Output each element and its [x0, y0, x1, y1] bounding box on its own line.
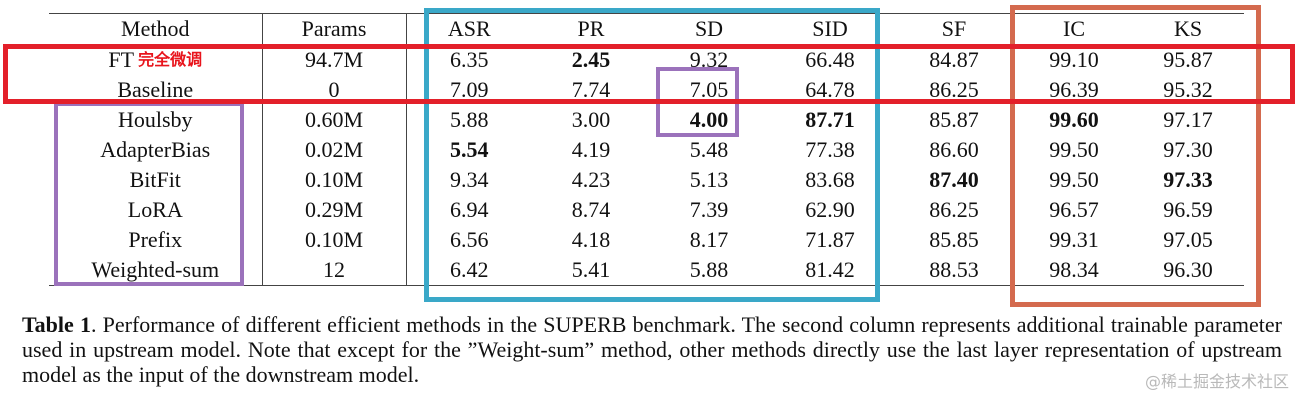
table-row: FT 完全微调 94.7M 6.35 2.45 9.32 66.48 84.87 … — [49, 44, 1244, 75]
col-header-params: Params — [262, 13, 407, 45]
col-header-asr: ASR — [406, 13, 532, 45]
sf-cell: 87.40 — [929, 167, 979, 192]
params-cell: 0 — [262, 75, 407, 105]
table-row: Prefix 0.10M 6.56 4.18 8.17 71.87 85.85 … — [49, 225, 1244, 255]
ic-cell: 98.34 — [1016, 255, 1132, 286]
ks-cell: 95.87 — [1163, 47, 1213, 72]
sd-cell: 5.48 — [689, 137, 729, 162]
sd-cell: 7.05 — [689, 77, 729, 102]
sid-cell: 83.68 — [805, 167, 855, 192]
watermark: @稀土掘金技术社区 — [1144, 372, 1289, 391]
method-cell: AdapterBias — [49, 135, 263, 165]
ic-cell: 99.60 — [1049, 107, 1099, 132]
method-name: FT — [108, 47, 135, 72]
pr-cell: 2.45 — [571, 47, 611, 72]
asr-cell: 6.35 — [450, 47, 489, 72]
ks-cell: 97.33 — [1163, 167, 1213, 192]
method-cell: Houlsby — [49, 105, 263, 135]
sf-cell: 88.53 — [892, 255, 1016, 286]
header-row: Method Params ASR PR SD SID SF IC KS — [49, 13, 1244, 45]
sd-cell: 5.13 — [689, 167, 729, 192]
ic-cell: 99.31 — [1049, 227, 1099, 252]
asr-cell: 5.88 — [450, 107, 489, 132]
sid-cell: 62.90 — [805, 197, 855, 222]
table-row: LoRA 0.29M 6.94 8.74 7.39 62.90 86.25 96… — [49, 195, 1244, 225]
method-cell: Weighted-sum — [49, 255, 263, 286]
handwritten-note: 完全微调 — [138, 50, 203, 69]
table-row: Weighted-sum 12 6.42 5.41 5.88 81.42 88.… — [49, 255, 1244, 286]
sf-cell: 86.60 — [929, 137, 979, 162]
col-header-method: Method — [49, 13, 263, 45]
asr-cell: 5.54 — [450, 137, 489, 162]
table-row: AdapterBias 0.02M 5.54 4.19 5.48 77.38 8… — [49, 135, 1244, 165]
asr-cell: 6.42 — [406, 255, 532, 286]
ic-cell: 99.10 — [1049, 47, 1099, 72]
table-caption: Table 1. Performance of different effici… — [22, 312, 1282, 387]
performance-table: Method Params ASR PR SD SID SF IC KS FT 完… — [49, 13, 1244, 286]
sid-cell: 64.78 — [805, 77, 855, 102]
sf-cell: 85.85 — [929, 227, 979, 252]
col-header-pr: PR — [532, 13, 650, 45]
params-cell: 12 — [262, 255, 407, 286]
params-cell: 0.02M — [262, 135, 407, 165]
pr-cell: 3.00 — [571, 107, 611, 132]
sd-cell: 4.00 — [689, 107, 729, 132]
sid-cell: 66.48 — [805, 47, 855, 72]
method-cell: BitFit — [49, 165, 263, 195]
sd-cell: 9.32 — [689, 47, 729, 72]
method-cell: Baseline — [49, 75, 263, 105]
sf-cell: 84.87 — [929, 47, 979, 72]
sd-cell: 8.17 — [689, 227, 729, 252]
ic-cell: 96.57 — [1049, 197, 1099, 222]
sid-cell: 71.87 — [805, 227, 855, 252]
pr-cell: 8.74 — [571, 197, 611, 222]
sf-cell: 86.25 — [929, 77, 979, 102]
sf-cell: 86.25 — [929, 197, 979, 222]
table-row: Houlsby 0.60M 5.88 3.00 4.00 87.71 85.87… — [49, 105, 1244, 135]
col-header-ic: IC — [1016, 13, 1132, 45]
asr-cell: 6.56 — [450, 227, 489, 252]
ks-cell: 95.32 — [1163, 77, 1213, 102]
params-cell: 0.10M — [262, 225, 407, 255]
caption-text: . Performance of different efficient met… — [22, 312, 1282, 387]
ks-cell: 97.17 — [1163, 107, 1213, 132]
sd-cell: 7.39 — [689, 197, 729, 222]
method-cell: LoRA — [49, 195, 263, 225]
ic-cell: 96.39 — [1049, 77, 1099, 102]
ks-cell: 96.30 — [1132, 255, 1244, 286]
pr-cell: 4.18 — [571, 227, 611, 252]
sid-cell: 81.42 — [768, 255, 892, 286]
asr-cell: 6.94 — [450, 197, 489, 222]
params-cell: 94.7M — [262, 44, 407, 75]
params-cell: 0.60M — [262, 105, 407, 135]
sid-cell: 87.71 — [805, 107, 855, 132]
col-header-sf: SF — [892, 13, 1016, 45]
pr-cell: 5.41 — [532, 255, 650, 286]
sd-cell: 5.88 — [650, 255, 768, 286]
sf-cell: 85.87 — [929, 107, 979, 132]
pr-cell: 7.74 — [571, 77, 611, 102]
sid-cell: 77.38 — [805, 137, 855, 162]
ks-cell: 97.05 — [1163, 227, 1213, 252]
ic-cell: 99.50 — [1049, 167, 1099, 192]
method-cell: Prefix — [49, 225, 263, 255]
params-cell: 0.29M — [262, 195, 407, 225]
params-cell: 0.10M — [262, 165, 407, 195]
method-cell: FT 完全微调 — [49, 44, 263, 75]
pr-cell: 4.23 — [571, 167, 611, 192]
col-header-sid: SID — [768, 13, 892, 45]
ks-cell: 96.59 — [1163, 197, 1213, 222]
col-header-ks: KS — [1132, 13, 1244, 45]
ic-cell: 99.50 — [1049, 137, 1099, 162]
caption-label: Table 1 — [22, 312, 91, 337]
pr-cell: 4.19 — [571, 137, 611, 162]
ks-cell: 97.30 — [1163, 137, 1213, 162]
asr-cell: 7.09 — [450, 77, 489, 102]
col-header-sd: SD — [650, 13, 768, 45]
asr-cell: 9.34 — [450, 167, 489, 192]
table-row: BitFit 0.10M 9.34 4.23 5.13 83.68 87.40 … — [49, 165, 1244, 195]
table-row: Baseline 0 7.09 7.74 7.05 64.78 86.25 96… — [49, 75, 1244, 105]
